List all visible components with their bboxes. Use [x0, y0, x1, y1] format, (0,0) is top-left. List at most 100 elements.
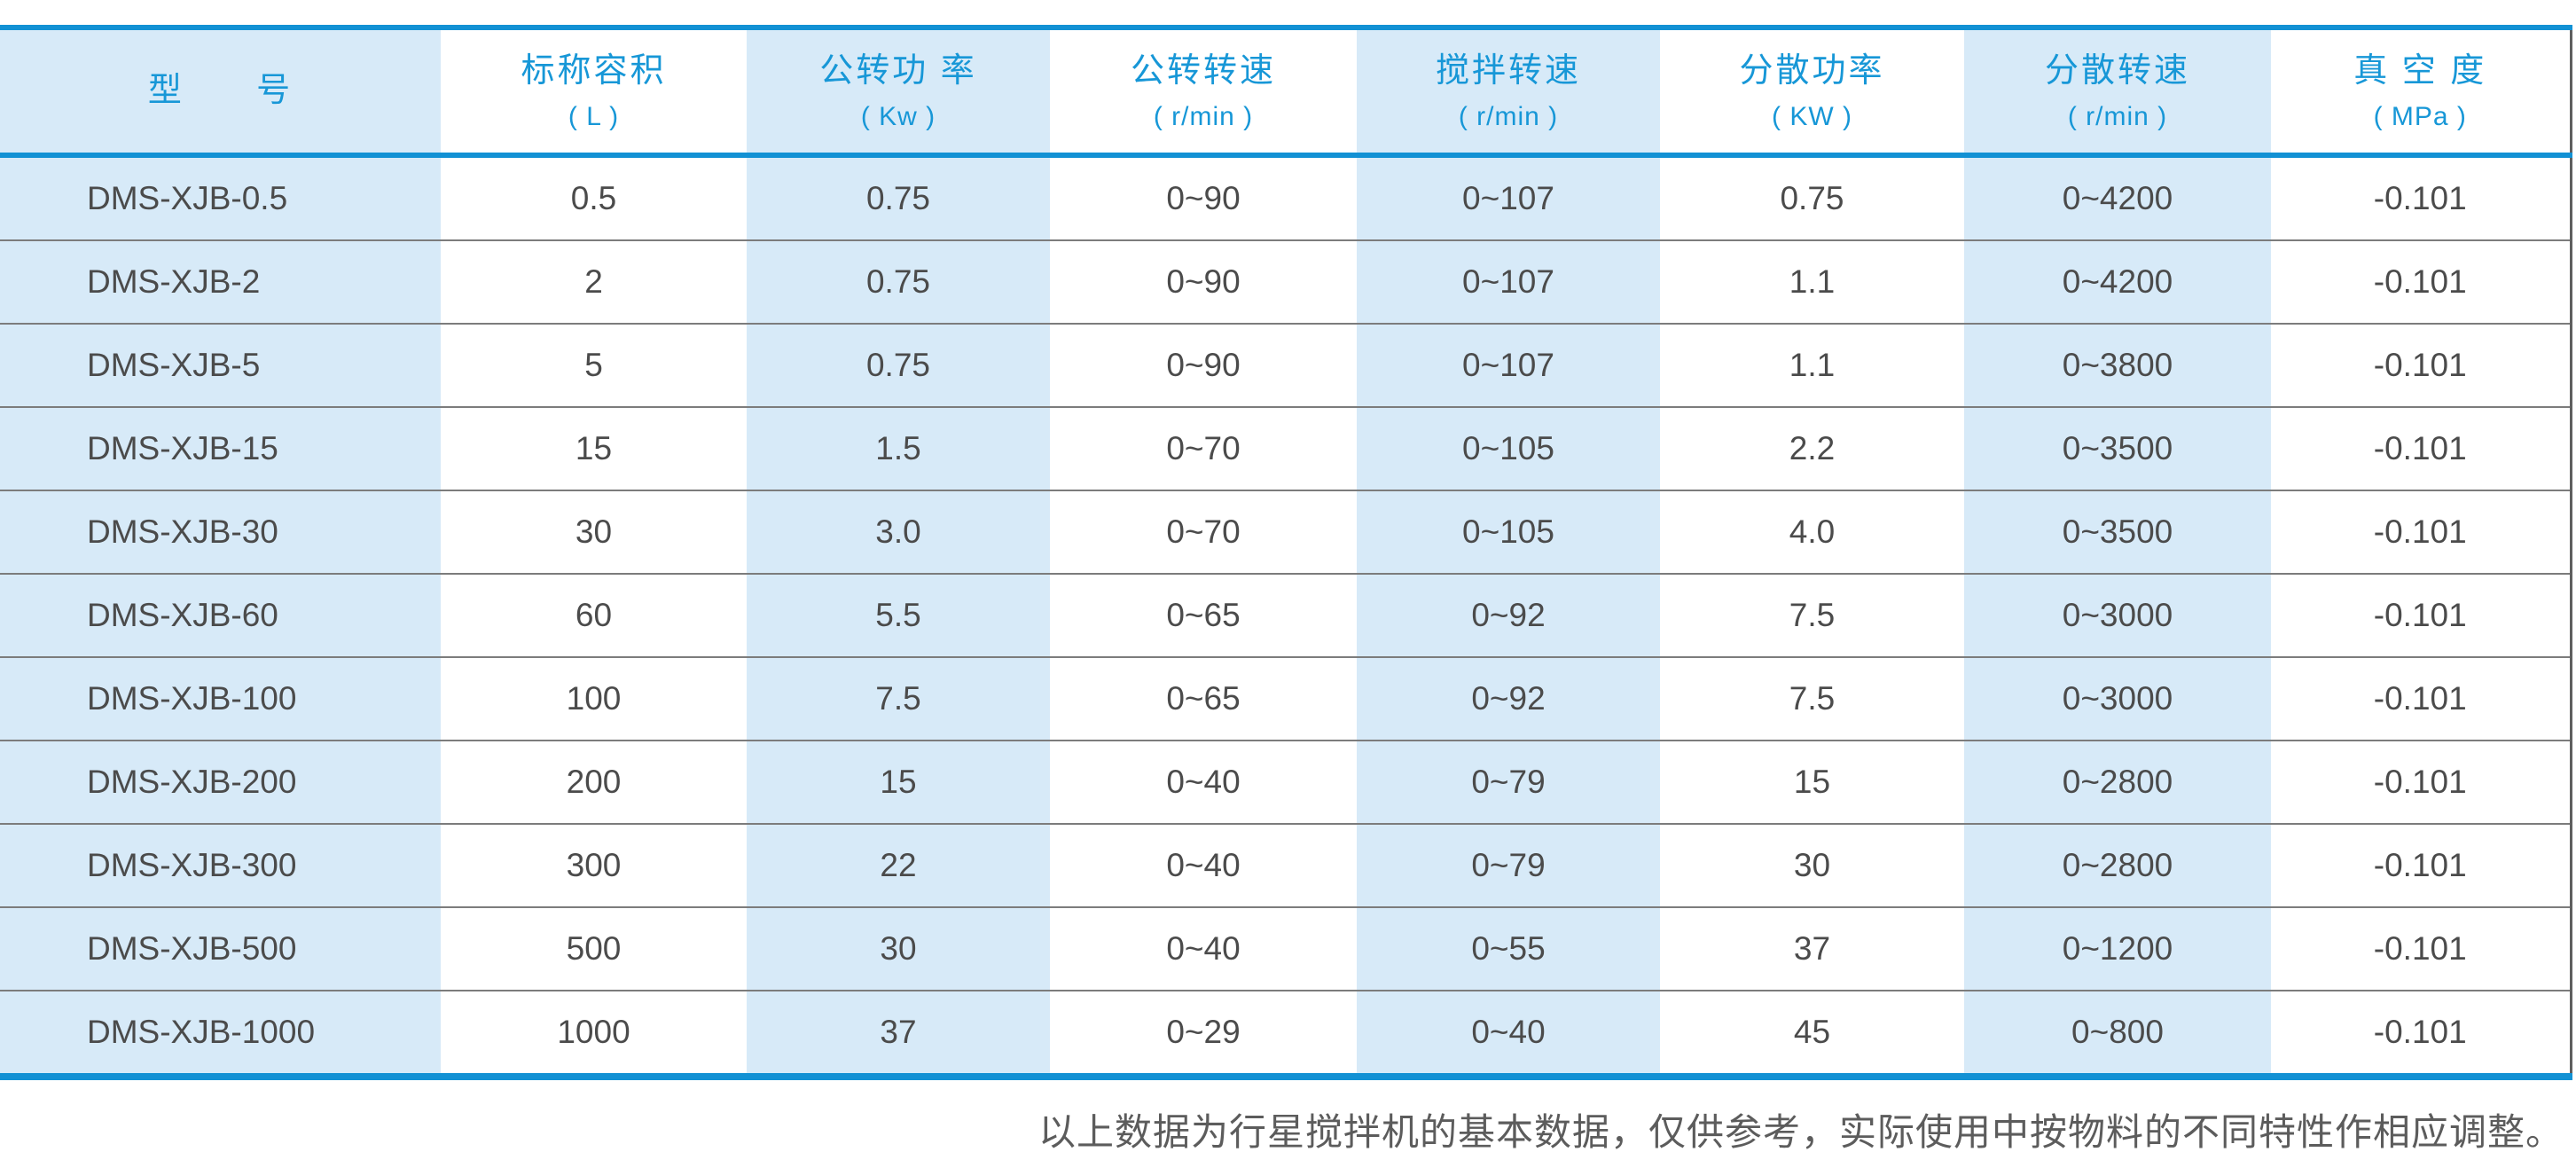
table-cell: 0~107 [1357, 323, 1660, 407]
table-row: DMS-XJB-2 2 0.75 0~90 0~107 1.1 0~4200 -… [0, 239, 2572, 324]
model-cell: DMS-XJB-500 [0, 906, 441, 991]
column-header-dispersing-power: 分散功率 ( KW ) [1660, 27, 1964, 158]
table-cell: 15 [1660, 740, 1964, 824]
column-header-label: 型 号 [147, 72, 294, 110]
table-cell: -0.101 [2271, 155, 2572, 240]
column-header-unit: ( MPa ) [2373, 102, 2467, 132]
model-cell: DMS-XJB-60 [0, 573, 441, 657]
table-cell: 0~79 [1357, 740, 1660, 824]
table-cell: -0.101 [2271, 990, 2572, 1077]
table-cell: 200 [441, 740, 747, 824]
table-cell: 0~92 [1357, 573, 1660, 657]
table-cell: 5 [441, 323, 747, 407]
table-cell: -0.101 [2271, 740, 2572, 824]
column-header-unit: ( r/min ) [1458, 102, 1559, 132]
table-header: 型 号 标称容积 ( L ) 公转功 率 ( Kw ) 公转转速 ( r/min… [0, 27, 2572, 158]
table-cell: -0.101 [2271, 406, 2572, 490]
table-cell: 1.1 [1660, 239, 1964, 324]
table-cell: 30 [747, 906, 1050, 991]
header-row: 型 号 标称容积 ( L ) 公转功 率 ( Kw ) 公转转速 ( r/min… [0, 27, 2572, 158]
column-header-label: 搅拌转速 [1435, 51, 1581, 90]
table-row: DMS-XJB-1000 1000 37 0~29 0~40 45 0~800 … [0, 990, 2572, 1077]
table-cell: 0.75 [747, 239, 1050, 324]
table-body: DMS-XJB-0.5 0.5 0.75 0~90 0~107 0.75 0~4… [0, 155, 2572, 1077]
table-cell: 0~107 [1357, 239, 1660, 324]
column-header-revolution-speed: 公转转速 ( r/min ) [1050, 27, 1357, 158]
table-cell: 0~65 [1050, 573, 1357, 657]
model-cell: DMS-XJB-0.5 [0, 155, 441, 240]
column-header-dispersing-speed: 分散转速 ( r/min ) [1964, 27, 2271, 158]
table-cell: 2.2 [1660, 406, 1964, 490]
table-cell: 7.5 [1660, 573, 1964, 657]
table-row: DMS-XJB-500 500 30 0~40 0~55 37 0~1200 -… [0, 906, 2572, 991]
table-cell: 30 [1660, 823, 1964, 907]
table-cell: 0~3000 [1964, 573, 2271, 657]
column-header-revolution-power: 公转功 率 ( Kw ) [747, 27, 1050, 158]
table-cell: 45 [1660, 990, 1964, 1077]
table-cell: 1000 [441, 990, 747, 1077]
column-header-vacuum-degree: 真 空 度 ( MPa ) [2271, 27, 2572, 158]
footnote: 以上数据为行星搅拌机的基本数据，仅供参考，实际使用中按物料的不同特性作相应调整。 [1037, 1110, 2564, 1152]
table-cell: 60 [441, 573, 747, 657]
table-cell: 0~70 [1050, 490, 1357, 574]
table-row: DMS-XJB-0.5 0.5 0.75 0~90 0~107 0.75 0~4… [0, 155, 2572, 240]
table-cell: 1.5 [747, 406, 1050, 490]
table-cell: 30 [441, 490, 747, 574]
table-cell: 0~70 [1050, 406, 1357, 490]
table-cell: -0.101 [2271, 323, 2572, 407]
table-cell: 0.75 [747, 155, 1050, 240]
table-cell: 500 [441, 906, 747, 991]
model-cell: DMS-XJB-2 [0, 239, 441, 324]
table-row: DMS-XJB-60 60 5.5 0~65 0~92 7.5 0~3000 -… [0, 573, 2572, 657]
model-cell: DMS-XJB-100 [0, 656, 441, 741]
table-cell: 300 [441, 823, 747, 907]
table-cell: 4.0 [1660, 490, 1964, 574]
column-header-label: 分散转速 [2044, 51, 2190, 90]
table-cell: 0~3500 [1964, 490, 2271, 574]
table-cell: -0.101 [2271, 490, 2572, 574]
column-header-label: 公转转速 [1130, 51, 1276, 90]
table-cell: 0~105 [1357, 406, 1660, 490]
table-row: DMS-XJB-200 200 15 0~40 0~79 15 0~2800 -… [0, 740, 2572, 824]
column-header-nominal-volume: 标称容积 ( L ) [441, 27, 747, 158]
table-cell: -0.101 [2271, 656, 2572, 741]
table-cell: 7.5 [747, 656, 1050, 741]
column-header-label: 公转功 率 [819, 51, 977, 90]
table-cell: 0.5 [570, 180, 617, 216]
table-cell: -0.101 [2271, 823, 2572, 907]
column-header-label: 标称容积 [521, 51, 667, 90]
model-cell: DMS-XJB-1000 [0, 990, 441, 1077]
table-cell: -0.101 [2271, 906, 2572, 991]
table-cell: 0~55 [1357, 906, 1660, 991]
table-cell: 0~65 [1050, 656, 1357, 741]
table-cell: 0~29 [1050, 990, 1357, 1077]
table-cell: 3.0 [747, 490, 1050, 574]
table-cell: -0.101 [2271, 239, 2572, 324]
table-cell: 0~2800 [1964, 740, 2271, 824]
table-cell: 0~4200 [1964, 155, 2271, 240]
model-cell: DMS-XJB-200 [0, 740, 441, 824]
table-cell: 0~107 [1357, 155, 1660, 240]
table-cell: 0~3000 [1964, 656, 2271, 741]
table-cell: 0~92 [1357, 656, 1660, 741]
table-cell: 37 [1660, 906, 1964, 991]
table-cell: 15 [747, 740, 1050, 824]
model-cell: DMS-XJB-30 [0, 490, 441, 574]
column-header-unit: ( r/min ) [2067, 102, 2168, 132]
table-cell: 0~79 [1357, 823, 1660, 907]
column-header-stirring-speed: 搅拌转速 ( r/min ) [1357, 27, 1660, 158]
column-header-label: 真 空 度 [2353, 51, 2487, 90]
table-cell: 15 [441, 406, 747, 490]
table-cell: 0~90 [1050, 239, 1357, 324]
table-cell: 0.75 [747, 323, 1050, 407]
table-cell: 37 [747, 990, 1050, 1077]
table-cell: 0~105 [1357, 490, 1660, 574]
table-cell: 0~90 [1166, 180, 1241, 216]
table-cell: 1.1 [1660, 323, 1964, 407]
table-cell: 0~1200 [1964, 906, 2271, 991]
table-cell: 2 [441, 239, 747, 324]
column-header-unit: ( L ) [568, 102, 620, 132]
column-header-unit: ( Kw ) [860, 102, 936, 132]
spec-table: 型 号 标称容积 ( L ) 公转功 率 ( Kw ) 公转转速 ( r/min… [0, 25, 2572, 1080]
table-cell: 0~90 [1050, 323, 1357, 407]
